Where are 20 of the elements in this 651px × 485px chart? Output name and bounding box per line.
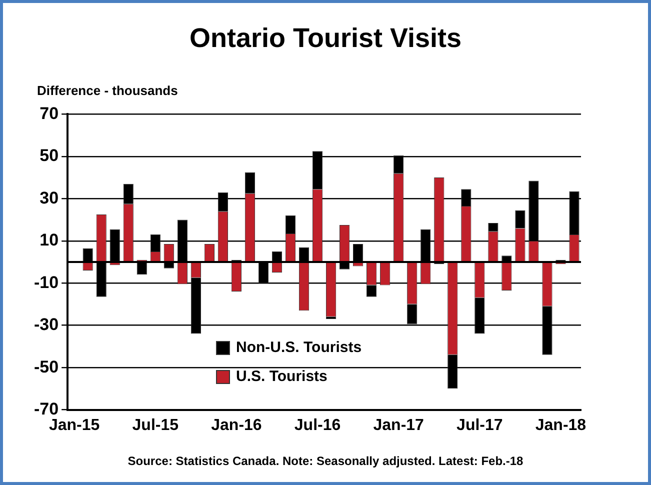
y-tick-label: 70	[40, 104, 59, 123]
x-tick-label: Jul-15	[132, 416, 179, 434]
x-tick-label: Jan-15	[48, 416, 100, 434]
legend-label: U.S. Tourists	[236, 368, 328, 385]
y-tick-label: 10	[40, 230, 59, 250]
chart-title: Ontario Tourist Visits	[188, 23, 463, 54]
y-axis-title: Difference - thousands	[37, 83, 178, 98]
y-tick-label: 30	[40, 188, 59, 208]
y-tick-label: 50	[40, 146, 59, 166]
source-note: Source: Statistics Canada. Note: Seasonally adjusted. Latest: Feb.-18	[126, 454, 524, 468]
y-tick-label: -30	[34, 315, 59, 334]
x-tick-label: Jan-18	[535, 416, 586, 434]
x-tick-label: Jul-16	[294, 416, 341, 434]
y-tick-label: -10	[34, 272, 59, 292]
x-tick-label: Jan-16	[211, 416, 262, 434]
x-tick-label: Jul-17	[456, 416, 503, 434]
y-tick-label: -70	[34, 399, 59, 418]
y-tick-label: -50	[34, 357, 59, 376]
x-tick-label: Jan-17	[373, 416, 424, 434]
legend-label: Non-U.S. Tourists	[236, 339, 362, 356]
